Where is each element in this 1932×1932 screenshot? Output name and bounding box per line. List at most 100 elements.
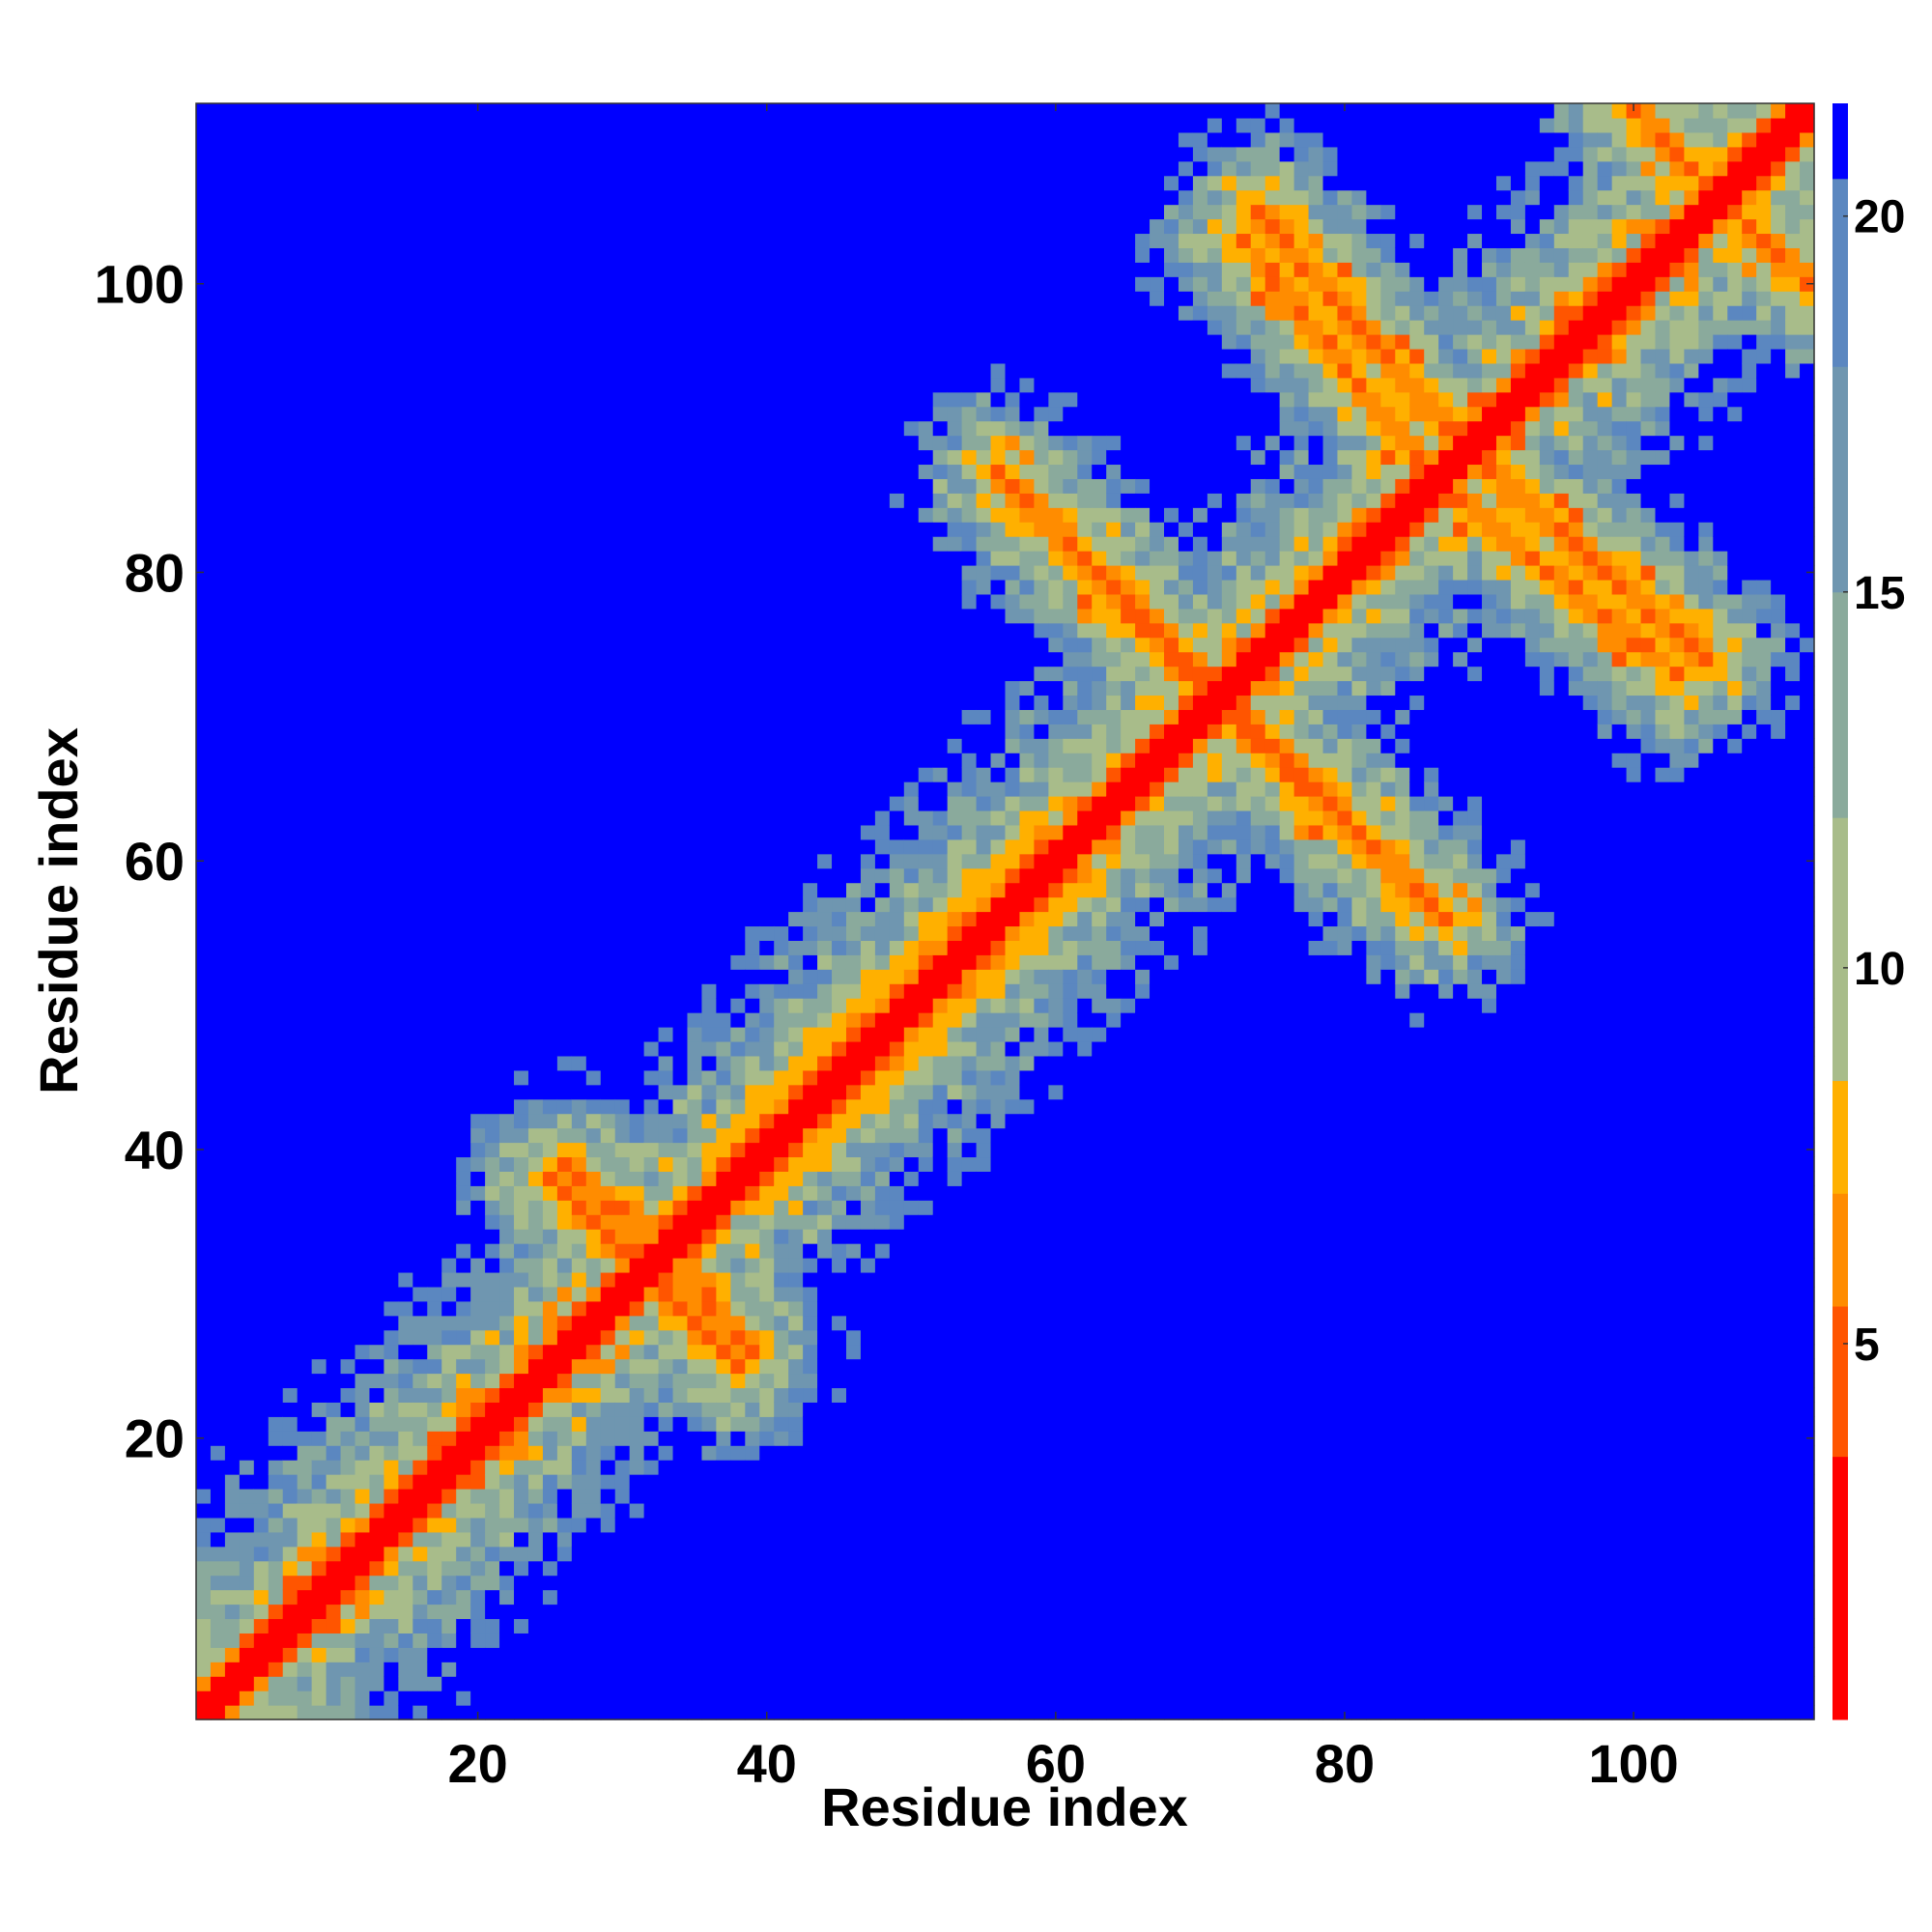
heatmap-cell [759,160,775,177]
heatmap-cell [701,1546,717,1562]
heatmap-cell [658,131,674,148]
heatmap-cell [614,1040,631,1057]
heatmap-cell [759,1027,775,1042]
heatmap-cell [224,969,241,984]
heatmap-cell [384,1271,399,1288]
heatmap-cell [398,593,413,610]
heatmap-cell [701,391,717,408]
heatmap-cell [311,579,327,595]
heatmap-cell [326,1690,342,1706]
heatmap-cell [499,882,515,898]
heatmap-cell [340,637,356,653]
heatmap-cell [788,1705,804,1720]
heatmap-cell [759,896,775,913]
heatmap-cell [268,1271,284,1288]
heatmap-cell [470,1633,486,1648]
heatmap-cell [210,1171,226,1186]
heatmap-cell [311,983,327,999]
heatmap-cell [672,1185,689,1201]
heatmap-cell [326,896,342,913]
heatmap-cell [340,1387,356,1403]
heatmap-cell [253,1416,270,1432]
heatmap-cell [239,507,255,523]
heatmap-cell [412,622,428,639]
heatmap-cell [759,1647,775,1662]
heatmap-cell [210,1589,226,1605]
heatmap-cell [788,824,804,840]
heatmap-cell [470,276,486,292]
heatmap-cell [311,320,327,335]
heatmap-cell [326,1474,342,1490]
heatmap-cell [643,1531,660,1548]
heatmap-cell [788,911,804,927]
heatmap-cell [499,1373,515,1389]
heatmap-cell [527,622,544,639]
heatmap-cell [499,767,515,782]
heatmap-cell [788,666,804,682]
heatmap-cell [398,896,413,913]
heatmap-cell [485,983,500,999]
heatmap-cell [239,1243,255,1259]
heatmap-cell [470,680,486,696]
heatmap-cell [542,1358,558,1375]
heatmap-cell [398,1315,413,1331]
heatmap-cell [527,1676,544,1691]
heatmap-cell [803,1113,818,1129]
heatmap-cell [427,969,442,984]
heatmap-cell [224,738,241,753]
heatmap-cell [817,406,833,422]
heatmap-cell [326,738,342,753]
heatmap-cell [384,493,399,508]
heatmap-cell [398,680,413,696]
heatmap-cell [311,522,327,537]
heatmap-cell [326,911,342,927]
heatmap-cell [745,391,760,408]
heatmap-cell [571,146,587,162]
heatmap-cell [817,1416,833,1432]
heatmap-cell [745,940,760,955]
heatmap-cell [340,320,356,335]
heatmap-cell [803,1387,818,1403]
heatmap-cell [355,1344,371,1360]
heatmap-cell [210,767,226,782]
heatmap-cell [499,954,515,970]
heatmap-cell [701,1171,717,1186]
heatmap-cell [716,117,731,133]
heatmap-cell [832,1084,847,1100]
heatmap-cell [398,233,413,248]
heatmap-cell [832,1113,847,1129]
heatmap-cell [311,680,327,696]
heatmap-cell [485,738,500,753]
heatmap-cell [556,911,573,927]
heatmap-cell [311,478,327,494]
heatmap-cell [210,579,226,595]
heatmap-cell [268,478,284,494]
heatmap-cell [210,1531,226,1548]
heatmap-cell [701,709,717,724]
heatmap-cell [817,1214,833,1230]
heatmap-cell [817,651,833,668]
heatmap-cell [340,1315,356,1331]
heatmap-cell [745,160,760,177]
heatmap-cell [311,175,327,191]
heatmap-cell [774,522,789,537]
heatmap-cell [803,536,818,552]
heatmap-cell [239,536,255,552]
heatmap-cell [456,131,471,148]
heatmap-cell [282,925,298,941]
heatmap-cell [268,1069,284,1086]
heatmap-cell [788,1200,804,1215]
heatmap-cell [716,882,731,898]
heatmap-cell [311,1229,327,1244]
heatmap-cell [629,420,645,437]
heatmap-cell [369,1243,385,1259]
heatmap-cell [716,680,731,696]
heatmap-cell [384,940,399,955]
heatmap-cell [369,1286,385,1302]
heatmap-cell [210,1474,226,1490]
heatmap-cell [571,1402,587,1417]
heatmap-cell [701,305,717,321]
heatmap-cell [585,896,602,913]
heatmap-cell [253,362,270,379]
heatmap-cell [326,1329,342,1346]
